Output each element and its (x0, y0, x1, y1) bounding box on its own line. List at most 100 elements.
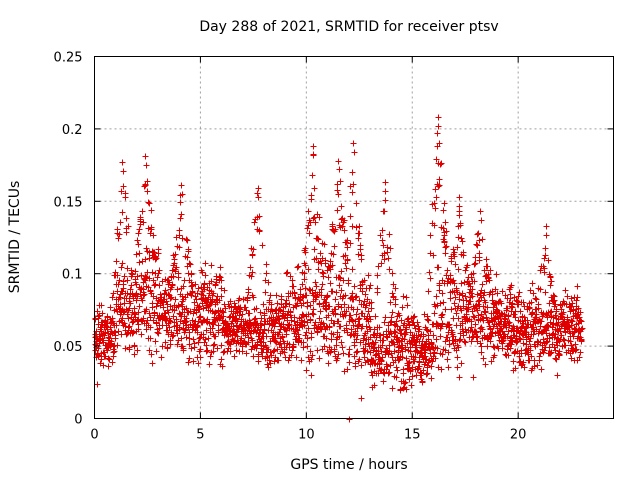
data-point (194, 323, 201, 330)
data-point (146, 275, 153, 282)
data-point (99, 310, 106, 317)
data-point (318, 292, 325, 299)
data-point (370, 331, 377, 338)
data-point (355, 316, 362, 323)
data-point (276, 329, 283, 336)
data-point (377, 232, 384, 239)
data-point (221, 287, 228, 294)
data-point (354, 332, 361, 339)
data-point (247, 322, 254, 329)
data-point (333, 342, 340, 349)
data-point (178, 211, 185, 218)
data-point (150, 277, 157, 284)
data-point (273, 292, 280, 299)
data-point (309, 172, 316, 179)
data-point (510, 358, 517, 365)
data-point (267, 349, 274, 356)
data-point (433, 194, 440, 201)
data-point (125, 223, 132, 230)
data-point (315, 266, 322, 273)
data-point (320, 273, 327, 280)
data-point (203, 327, 210, 334)
data-point (403, 355, 410, 362)
data-point (304, 335, 311, 342)
data-point (393, 364, 400, 371)
data-point (455, 266, 462, 273)
data-point (212, 333, 219, 340)
data-point (411, 313, 418, 320)
data-point (441, 200, 448, 207)
data-point (303, 292, 310, 299)
data-point (127, 300, 134, 307)
y-tick-label: 0.1 (62, 268, 83, 283)
data-point (172, 251, 179, 258)
data-point (427, 232, 434, 239)
data-point (275, 357, 282, 364)
data-point (186, 355, 193, 362)
y-tick-label: 0.15 (54, 195, 83, 210)
data-point (433, 293, 440, 300)
data-point (214, 345, 221, 352)
data-point (431, 310, 438, 317)
data-point (136, 259, 143, 266)
data-point (158, 354, 165, 361)
data-point (353, 224, 360, 231)
data-point (135, 230, 142, 237)
data-point (251, 219, 258, 226)
x-tick-label: 15 (404, 428, 421, 443)
data-point (484, 343, 491, 350)
data-point (386, 369, 393, 376)
data-point (272, 338, 279, 345)
data-point (344, 329, 351, 336)
data-point (405, 360, 412, 367)
data-point (200, 331, 207, 338)
data-point (369, 372, 376, 379)
data-point (399, 354, 406, 361)
x-tick-label: 5 (196, 428, 204, 443)
data-point (424, 313, 431, 320)
data-point (189, 282, 196, 289)
data-point (94, 308, 101, 315)
data-point (253, 305, 260, 312)
data-point (168, 294, 175, 301)
data-point (136, 250, 143, 257)
data-point (444, 267, 451, 274)
data-point (337, 323, 344, 330)
data-point (123, 215, 130, 222)
data-point (276, 306, 283, 313)
data-point (294, 300, 301, 307)
data-point (335, 158, 342, 165)
data-point (472, 260, 479, 267)
data-point (162, 287, 169, 294)
data-point (562, 342, 569, 349)
data-point (403, 386, 410, 393)
data-point (183, 305, 190, 312)
data-point (353, 336, 360, 343)
data-point (360, 335, 367, 342)
data-point (148, 226, 155, 233)
data-point (389, 385, 396, 392)
data-point (334, 207, 341, 214)
data-point (376, 324, 383, 331)
data-point (410, 314, 417, 321)
data-point (339, 344, 346, 351)
data-point (334, 181, 341, 188)
data-point (309, 352, 316, 359)
data-point (118, 264, 125, 271)
data-point (176, 324, 183, 331)
data-point (436, 176, 443, 183)
data-point (347, 312, 354, 319)
data-point (167, 337, 174, 344)
data-point (119, 260, 126, 267)
data-point (355, 322, 362, 329)
data-point (349, 266, 356, 273)
data-point (480, 355, 487, 362)
data-point (140, 219, 147, 226)
data-point (197, 314, 204, 321)
data-point (342, 292, 349, 299)
data-point (390, 281, 397, 288)
data-point (332, 306, 339, 313)
data-point (367, 282, 374, 289)
data-point (478, 343, 485, 350)
data-point (263, 270, 270, 277)
